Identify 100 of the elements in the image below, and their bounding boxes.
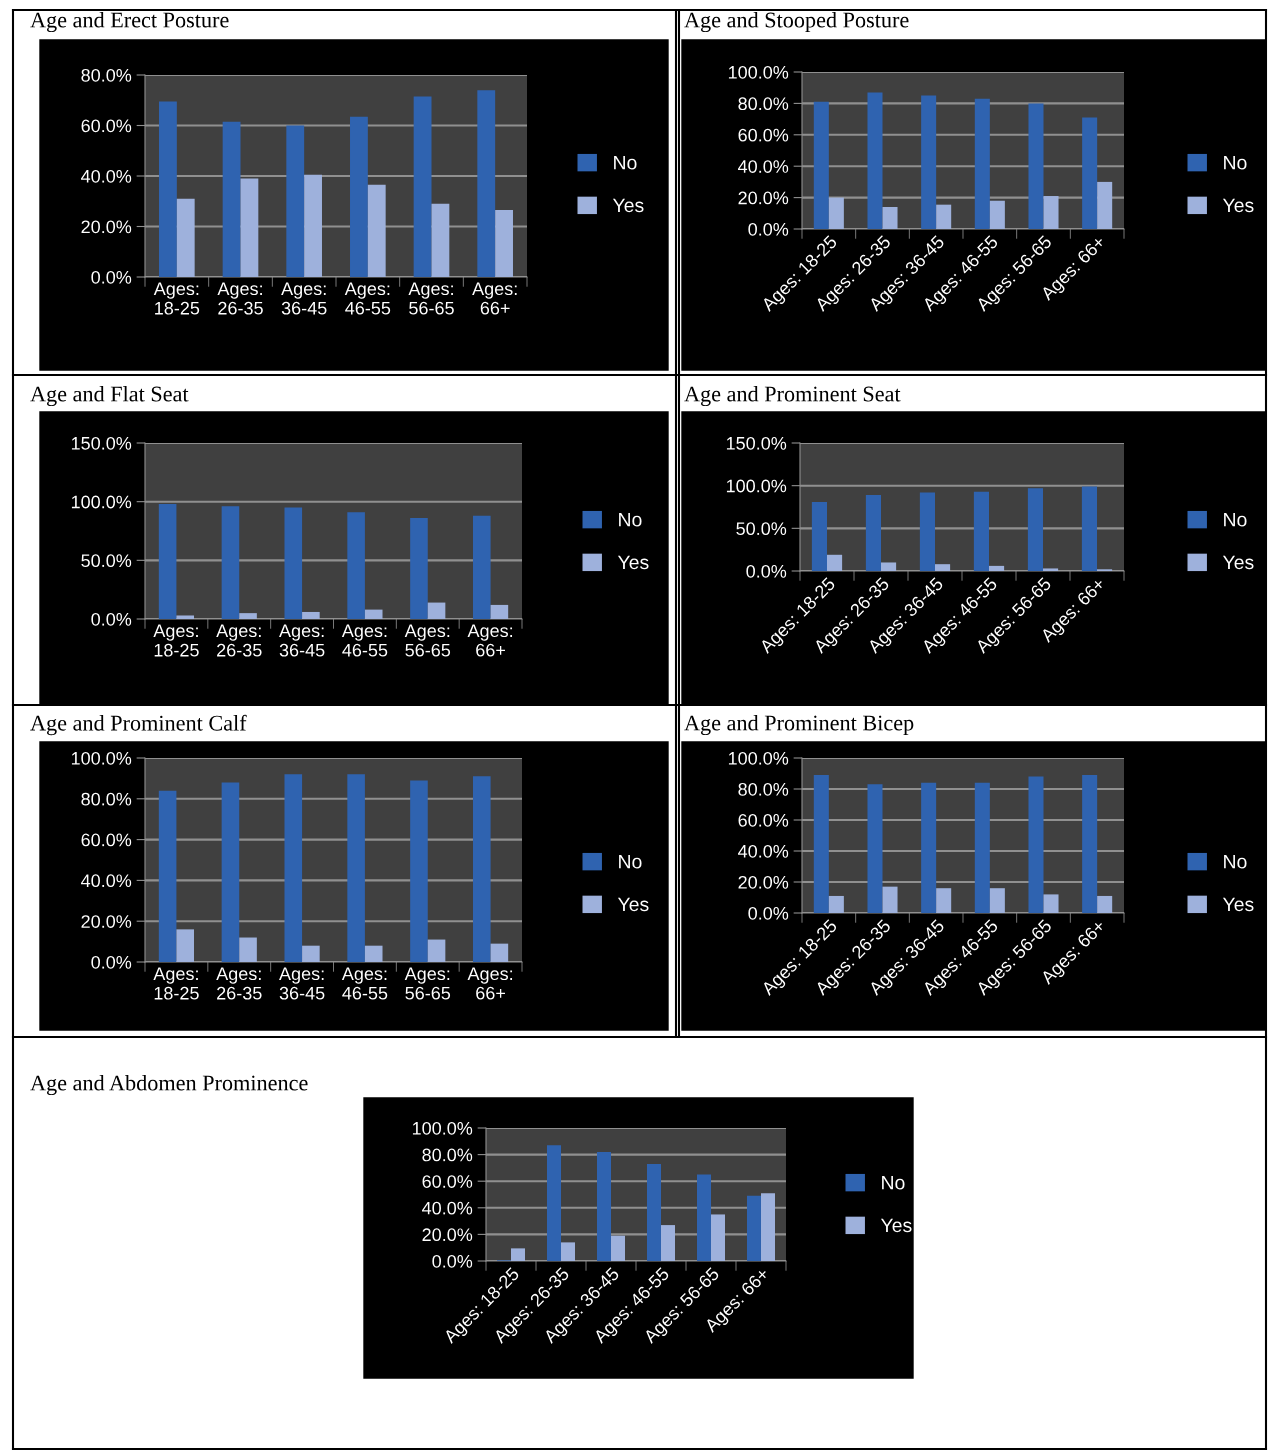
bar: [1097, 181, 1113, 229]
x-tick-label: Ages: 26-35: [216, 967, 262, 1000]
bar: [364, 945, 383, 962]
x-tick-label: Ages: 66+: [467, 624, 513, 657]
bar: [1028, 103, 1044, 229]
legend-label: Yes: [612, 198, 644, 213]
bar: [881, 562, 897, 571]
y-tick-label: 40.0%: [422, 1201, 473, 1215]
y-tick-label: 40.0%: [738, 844, 789, 858]
bar: [427, 602, 446, 619]
bar: [882, 886, 898, 913]
bar: [472, 776, 491, 962]
bar: [1081, 486, 1097, 571]
y-tick-label: 60.0%: [422, 1175, 473, 1188]
y-tick-label: 0.0%: [746, 564, 787, 578]
bar: [286, 125, 305, 277]
y-tick-label: 80.0%: [81, 68, 132, 82]
bar: [472, 515, 491, 619]
bar: [921, 95, 937, 229]
y-tick-label: 40.0%: [81, 874, 132, 888]
x-tick-label: Ages: 36-45: [279, 967, 325, 1000]
y-tick-label: 20.0%: [738, 875, 789, 889]
x-tick-label: Ages: 18-25: [153, 967, 199, 1000]
text: Age and Abdomen Prominence: [30, 1074, 308, 1096]
y-tick-label: 60.0%: [81, 119, 132, 133]
bar: [490, 604, 509, 619]
bar: [973, 491, 989, 571]
bar: [828, 895, 844, 913]
bar: [1043, 568, 1059, 571]
y-tick-label: 0.0%: [748, 906, 789, 920]
y-tick-label: 150.0%: [726, 436, 787, 450]
y-tick-label: 40.0%: [81, 169, 132, 183]
y-tick-label: 100.0%: [71, 751, 132, 765]
bar: [989, 200, 1005, 229]
bar: [597, 1151, 611, 1261]
bar: [176, 198, 195, 277]
bar: [413, 96, 432, 277]
y-tick-label: 100.0%: [726, 479, 787, 493]
bar: [647, 1163, 661, 1261]
bar: [304, 174, 322, 277]
bar: [302, 945, 320, 962]
bar: [347, 512, 365, 619]
bar: [1043, 196, 1059, 229]
bar: [350, 116, 368, 277]
chart-title: Age and Prominent Calf: [30, 714, 247, 736]
y-tick-label: 0.0%: [91, 270, 132, 284]
chart-title: Age and Flat Seat: [30, 385, 189, 407]
bar: [364, 609, 383, 619]
legend-label: Yes: [617, 555, 649, 570]
bar: [367, 184, 386, 277]
bar: [427, 939, 446, 962]
bar: [158, 790, 177, 962]
bar: [1043, 894, 1059, 913]
y-tick-label: 0.0%: [91, 612, 132, 626]
x-tick-label: Ages: 18-25: [153, 624, 199, 657]
bar: [239, 937, 257, 962]
legend-label: No: [619, 854, 642, 869]
bar: [882, 207, 898, 229]
y-tick-label: 60.0%: [81, 833, 132, 847]
bar: [974, 782, 990, 913]
legend-label: No: [1224, 512, 1247, 527]
y-tick-label: 100.0%: [728, 65, 789, 79]
x-tick-label: Ages: 46-55: [341, 624, 388, 657]
y-tick-label: 100.0%: [728, 751, 789, 765]
bar: [222, 121, 241, 277]
bar: [1027, 488, 1043, 571]
x-tick-label: Ages: 26-35: [216, 624, 262, 657]
x-tick-label: Ages: 46-55: [344, 282, 391, 315]
x-tick-label: Ages: 18-25: [153, 282, 200, 315]
bar: [974, 98, 990, 229]
bar: [936, 888, 952, 913]
x-tick-label: Ages: 26-35: [217, 282, 263, 315]
bar: [813, 775, 829, 913]
bar: [828, 197, 844, 229]
legend-label: Yes: [1222, 198, 1254, 213]
y-tick-label: 0.0%: [432, 1254, 473, 1268]
bar: [697, 1174, 711, 1261]
bar: [176, 615, 195, 619]
legend-label: Yes: [1222, 555, 1254, 570]
bar: [176, 929, 195, 962]
legend-label: Yes: [880, 1218, 912, 1233]
bar: [239, 613, 257, 619]
bar: [1028, 776, 1044, 913]
chart-title: Age and Erect Posture: [30, 11, 229, 33]
bar: [811, 501, 827, 571]
bar: [495, 210, 513, 277]
y-tick-label: 20.0%: [422, 1228, 473, 1242]
legend-label: No: [1224, 155, 1247, 170]
legend-label: No: [1224, 854, 1247, 869]
legend-label: Yes: [1222, 897, 1254, 912]
y-tick-label: 50.0%: [81, 554, 132, 568]
bar: [221, 782, 240, 962]
y-tick-label: 150.0%: [71, 436, 132, 450]
bar: [477, 90, 496, 277]
bar: [865, 495, 881, 571]
bar: [240, 178, 259, 277]
bar: [347, 774, 365, 962]
x-tick-label: Ages: 36-45: [281, 282, 327, 315]
bar: [302, 611, 320, 619]
bar: [284, 507, 303, 619]
